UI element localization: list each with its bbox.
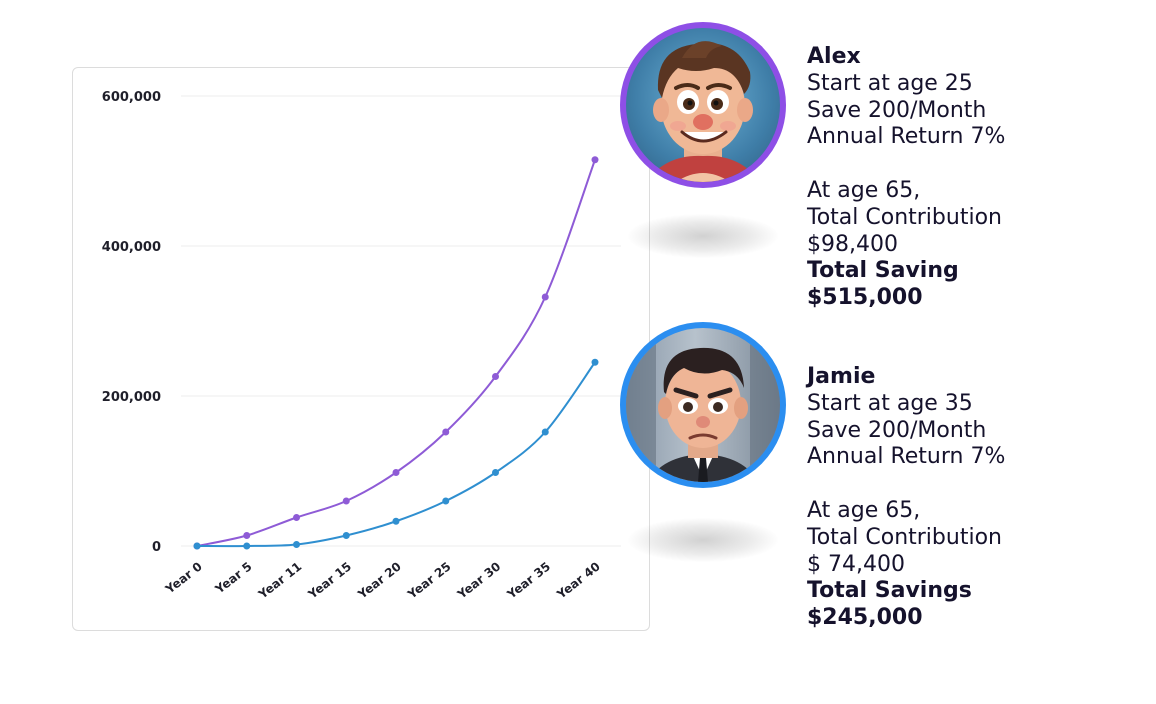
profile-monthly-saving: Save 200/Month (807, 97, 987, 123)
series-line-0 (196, 159, 596, 547)
data-point (541, 428, 549, 436)
data-point (492, 373, 499, 380)
profile-contribution-label: Total Contribution (807, 524, 1002, 550)
data-point (243, 542, 251, 550)
profile-contribution-label: Total Contribution (807, 204, 1002, 230)
profile-age-line: At age 65, (807, 497, 921, 523)
y-tick-label: 600,000 (102, 90, 161, 105)
x-tick-label: Year 11 (255, 559, 304, 602)
profile-savings-label: Total Saving (807, 258, 959, 284)
cartoon-smiling-man-icon (646, 41, 760, 182)
avatar-jamie (620, 322, 786, 488)
data-point (193, 542, 201, 550)
x-tick-label: Year 20 (355, 559, 404, 602)
profile-jamie: Jamie Start at age 35 Save 200/Month Ann… (807, 364, 1147, 632)
avatar-shadow (628, 518, 778, 562)
profile-savings-value: $515,000 (807, 285, 923, 311)
data-point (392, 517, 400, 525)
avatar-shadow (628, 214, 778, 258)
profile-alex: Alex Start at age 25 Save 200/Month Annu… (807, 44, 1147, 312)
x-tick-label: Year 0 (162, 559, 205, 597)
data-point (392, 469, 400, 476)
profile-monthly-saving: Save 200/Month (807, 417, 987, 443)
profile-name: Alex (807, 44, 861, 69)
profile-age-line: At age 65, (807, 177, 921, 203)
y-tick-label: 400,000 (102, 240, 161, 255)
x-tick-label: Year 15 (305, 559, 354, 602)
cartoon-frowning-man-icon (626, 328, 780, 482)
x-tick-label: Year 35 (504, 559, 553, 602)
profile-contribution-value: $ 74,400 (807, 551, 905, 577)
data-point (442, 497, 450, 505)
profile-start-age: Start at age 25 (807, 70, 973, 96)
data-point (492, 469, 499, 476)
profile-savings-value: $245,000 (807, 605, 923, 631)
x-tick-label: Year 25 (404, 559, 453, 602)
chart-card: 600,000 400,000 200,000 0 Year 0 Year 5 Year … (72, 67, 650, 631)
y-tick-label: 0 (152, 540, 161, 555)
avatar-alex (620, 22, 786, 188)
y-tick-label: 200,000 (102, 390, 161, 405)
x-tick-label: Year 30 (454, 559, 503, 602)
data-point (243, 532, 251, 539)
data-point (342, 497, 350, 505)
data-point (591, 358, 599, 366)
data-point (541, 293, 549, 301)
x-tick-label: Year 40 (554, 559, 603, 602)
data-point (591, 156, 599, 164)
data-point (293, 541, 300, 548)
profile-start-age: Start at age 35 (807, 390, 973, 416)
profile-savings-label: Total Savings (807, 578, 972, 604)
profile-annual-return: Annual Return 7% (807, 444, 1006, 470)
data-point (342, 532, 350, 539)
x-tick-label: Year 5 (212, 559, 255, 597)
data-point (442, 428, 450, 436)
profile-annual-return: Annual Return 7% (807, 124, 1006, 150)
profile-contribution-value: $98,400 (807, 231, 898, 257)
profile-name: Jamie (807, 364, 876, 389)
data-point (293, 514, 300, 521)
